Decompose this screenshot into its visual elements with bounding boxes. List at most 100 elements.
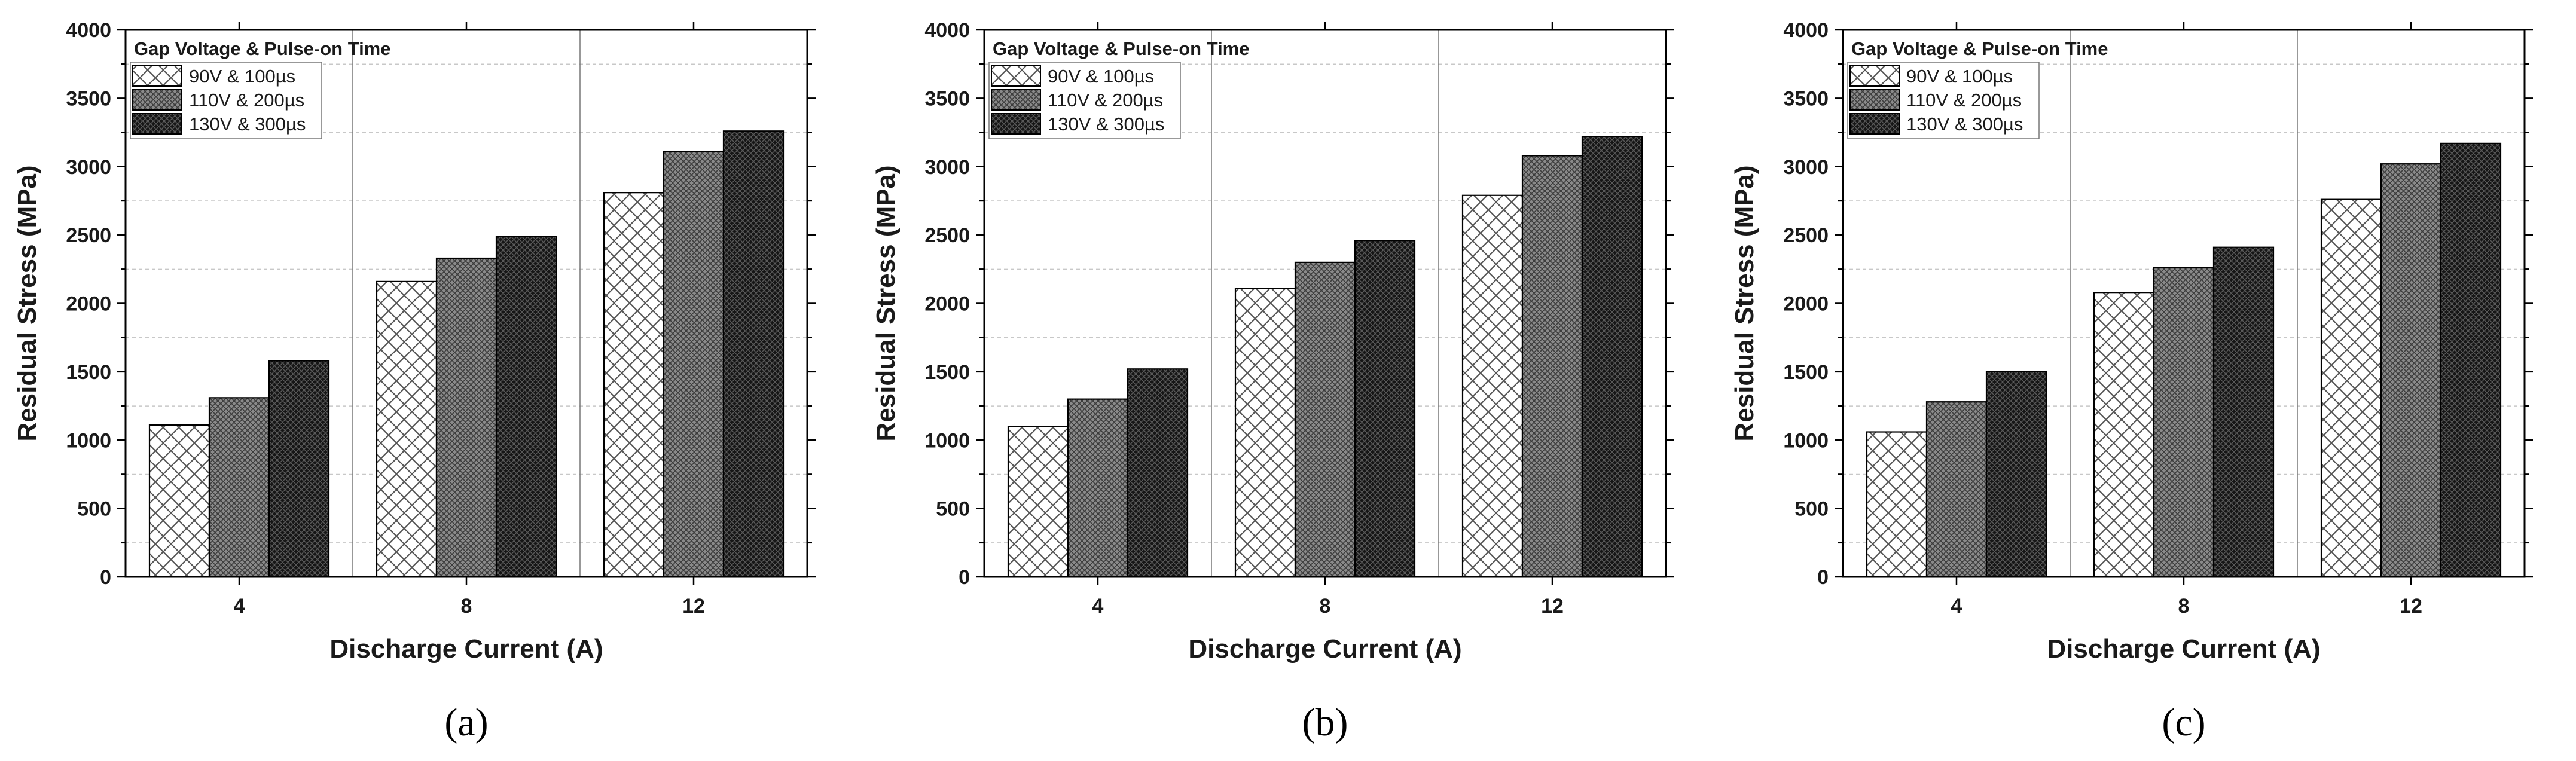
chart-panel-a: 0 500 1000 1500 2000 2500 3000 3500 4000 4 8 12 Re… [0,0,859,761]
legend-label: 90V & 100µs [189,66,295,87]
y-tick-label: 1500 [924,361,970,384]
bars [1007,136,1643,578]
bar [1985,371,2047,578]
chart-svg: 0 500 1000 1500 2000 2500 3000 3500 4000 4 8 12 Re… [871,19,1674,744]
legend-label: 110V & 200µs [1048,90,1163,111]
bars [1866,142,2502,578]
y-tick-label: 4000 [66,19,111,42]
chart-svg: 0 500 1000 1500 2000 2500 3000 3500 4000 4 8 12 Re… [13,19,816,744]
y-tick-label: 2000 [924,293,970,316]
y-tick-label: 4000 [1783,19,1829,42]
bar [1234,288,1296,578]
y-tick-label: 2500 [924,224,970,247]
y-tick-label: 500 [936,498,970,521]
bar [1925,401,1988,578]
category-separators [2070,30,2298,577]
y-tick-label: 1000 [924,429,970,452]
bar [435,257,498,578]
bar [603,192,665,578]
bar [1127,368,1189,578]
y-tick-label: 3500 [1783,87,1829,110]
chart-panel-b: 0 500 1000 1500 2000 2500 3000 3500 4000 4 8 12 Re… [859,0,1717,761]
y-tick-label: 2000 [1783,293,1829,316]
x-tick-labels: 4 8 12 [1951,595,2422,618]
category-separators [1211,30,1439,577]
x-tick-label: 12 [2400,595,2422,618]
bar [1067,398,1129,578]
bar [268,360,330,578]
legend: Gap Voltage & Pulse-on Time 90V & 100µs 1… [130,38,391,139]
bar [2320,198,2382,578]
x-axis-title: Discharge Current (A) [2047,634,2320,664]
y-tick-label: 1000 [1783,429,1829,452]
bar [2440,142,2502,578]
legend-swatch [991,65,1041,87]
legend-title: Gap Voltage & Pulse-on Time [993,38,1250,59]
y-tick-label: 0 [959,566,970,589]
axis-ticks [976,22,1674,585]
legend-label: 110V & 200µs [1906,90,2022,111]
y-tick-label: 500 [1794,498,1829,521]
y-tick-labels: 0 500 1000 1500 2000 2500 3000 3500 4000 [66,19,111,589]
legend-label: 110V & 200µs [189,90,304,111]
y-axis-title: Residual Stress (MPa) [1730,165,1759,441]
legend-label: 130V & 300µs [1906,114,2023,135]
x-tick-labels: 4 8 12 [1092,595,1564,618]
bar [2093,292,2155,578]
legend-label: 130V & 300µs [189,114,306,135]
legend-swatch [991,89,1041,111]
x-axis-title: Discharge Current (A) [1188,634,1461,664]
legend-swatch [1849,113,1900,135]
legend-swatch [132,65,182,87]
x-axis-title: Discharge Current (A) [329,634,603,664]
bar [148,424,210,578]
x-tick-label: 4 [234,595,245,618]
y-tick-label: 3000 [924,156,970,179]
x-tick-label: 8 [461,595,472,618]
x-tick-label: 8 [2178,595,2190,618]
y-tick-labels: 0 500 1000 1500 2000 2500 3000 3500 4000 [1783,19,1829,589]
bar [2212,246,2275,578]
y-tick-label: 1000 [66,429,111,452]
legend-swatch [1849,89,1900,111]
bar [208,397,270,578]
legend-title: Gap Voltage & Pulse-on Time [134,38,391,59]
x-tick-label: 4 [1951,595,1962,618]
bar [1581,136,1643,578]
y-axis-title: Residual Stress (MPa) [871,165,901,441]
bar [2153,267,2215,578]
chart-panel-c: 0 500 1000 1500 2000 2500 3000 3500 4000 4 8 12 Re… [1717,0,2576,761]
y-tick-label: 3500 [924,87,970,110]
legend-title: Gap Voltage & Pulse-on Time [1851,38,2108,59]
legend-items: 90V & 100µs 110V & 200µs 130V & 300µs [988,62,1181,139]
bar [1007,426,1069,578]
legend-swatch [132,89,182,111]
bar [1866,431,1928,578]
y-tick-label: 500 [77,498,111,521]
bar [1354,240,1416,578]
bar [1294,261,1356,578]
legend-items: 90V & 100µs 110V & 200µs 130V & 300µs [1847,62,2040,139]
legend-swatch [132,113,182,135]
bar [1521,155,1583,578]
bars [148,130,785,578]
y-tick-label: 3000 [1783,156,1829,179]
category-separators [352,30,581,577]
y-tick-label: 0 [1817,566,1829,589]
bar [495,236,557,578]
x-tick-label: 12 [1541,595,1564,618]
y-tick-label: 2000 [66,293,111,316]
chart-svg: 0 500 1000 1500 2000 2500 3000 3500 4000 4 8 12 Re… [1730,19,2533,744]
legend-label: 90V & 100µs [1048,66,1154,87]
y-tick-label: 4000 [924,19,970,42]
legend-label: 130V & 300µs [1048,114,1164,135]
legend: Gap Voltage & Pulse-on Time 90V & 100µs 1… [988,38,1250,139]
y-tick-label: 2500 [66,224,111,247]
y-tick-label: 1500 [1783,361,1829,384]
bar [722,130,785,578]
legend-swatch [1849,65,1900,87]
x-tick-label: 8 [1320,595,1331,618]
y-tick-label: 2500 [1783,224,1829,247]
figure-caption: (b) [1302,701,1348,744]
legend-swatch [991,113,1041,135]
